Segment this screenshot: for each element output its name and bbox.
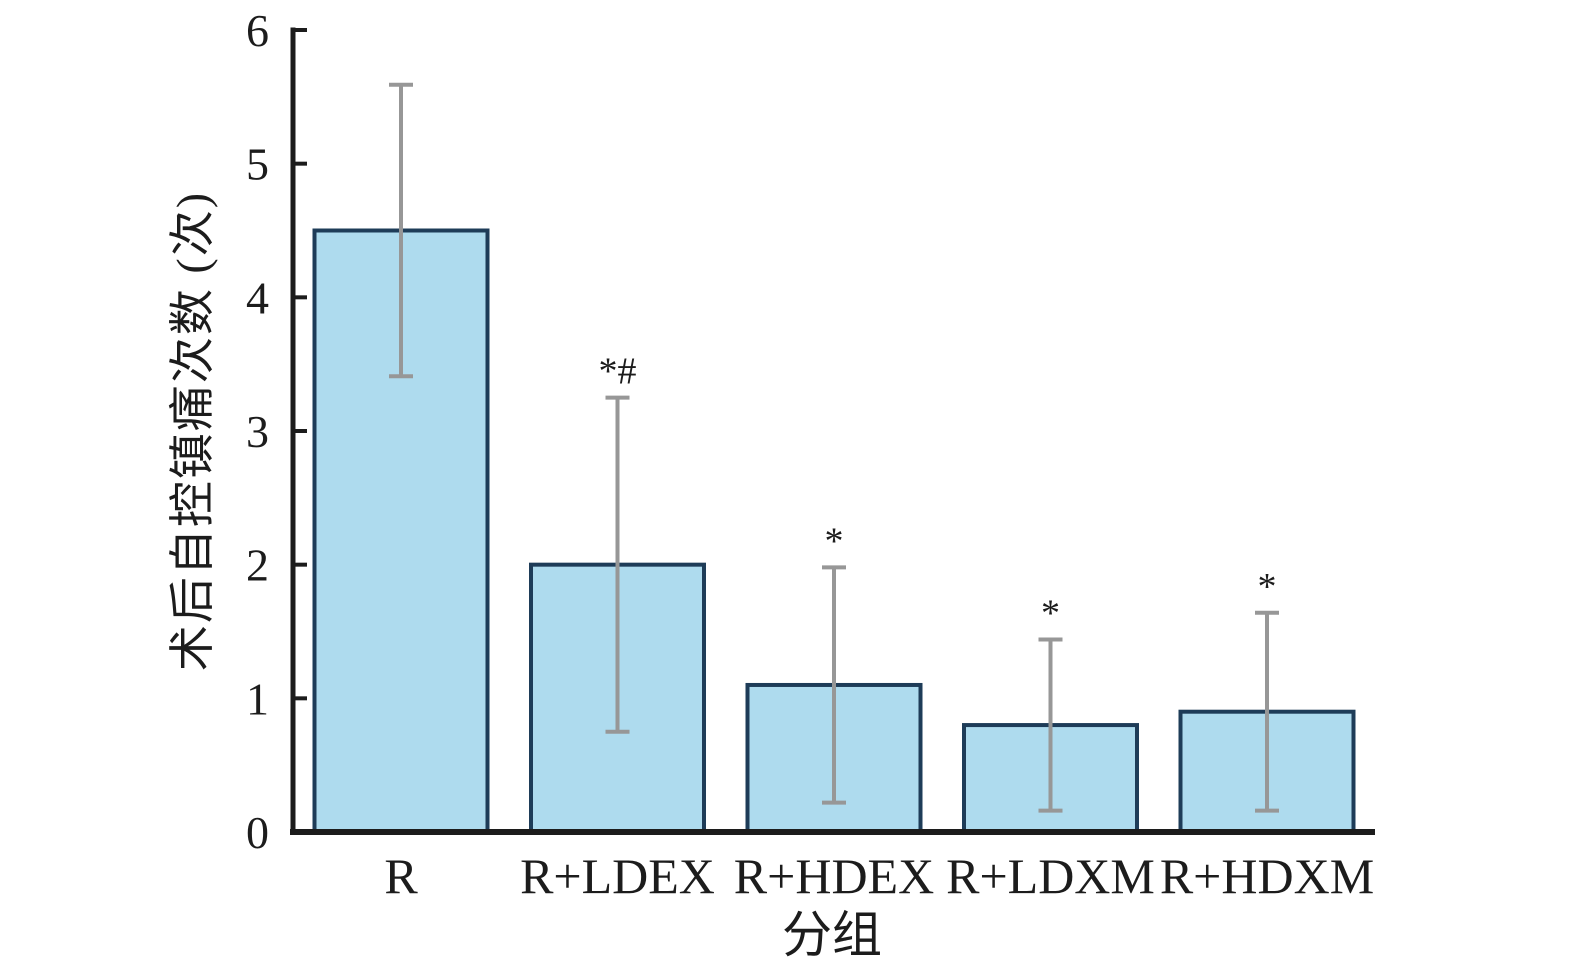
y-tick-label-5: 5: [246, 139, 269, 190]
significance-annotation-r-hdxm: *: [1258, 566, 1277, 608]
y-tick-label-3: 3: [246, 406, 269, 457]
significance-annotation-r-hdex: *: [825, 520, 844, 562]
x-tick-label-r-hdxm: R+HDXM: [1160, 848, 1374, 904]
y-tick-label-0: 0: [246, 807, 269, 858]
y-tick-label-4: 4: [246, 272, 269, 323]
x-axis-title: 分组: [782, 907, 882, 963]
y-tick-label-2: 2: [246, 540, 269, 591]
x-tick-label-r-ldex: R+LDEX: [520, 848, 715, 904]
y-axis-title: 术后自控镇痛次数 (次): [167, 191, 218, 671]
significance-annotation-r-ldex: *#: [599, 351, 637, 393]
x-tick-label-r-ldxm: R+LDXM: [946, 848, 1155, 904]
y-tick-label-6: 6: [246, 5, 269, 56]
y-tick-label-1: 1: [246, 673, 269, 724]
significance-annotation-r-ldxm: *: [1041, 593, 1060, 635]
x-tick-label-r-hdex: R+HDEX: [734, 848, 934, 904]
x-tick-label-r: R: [384, 848, 418, 904]
